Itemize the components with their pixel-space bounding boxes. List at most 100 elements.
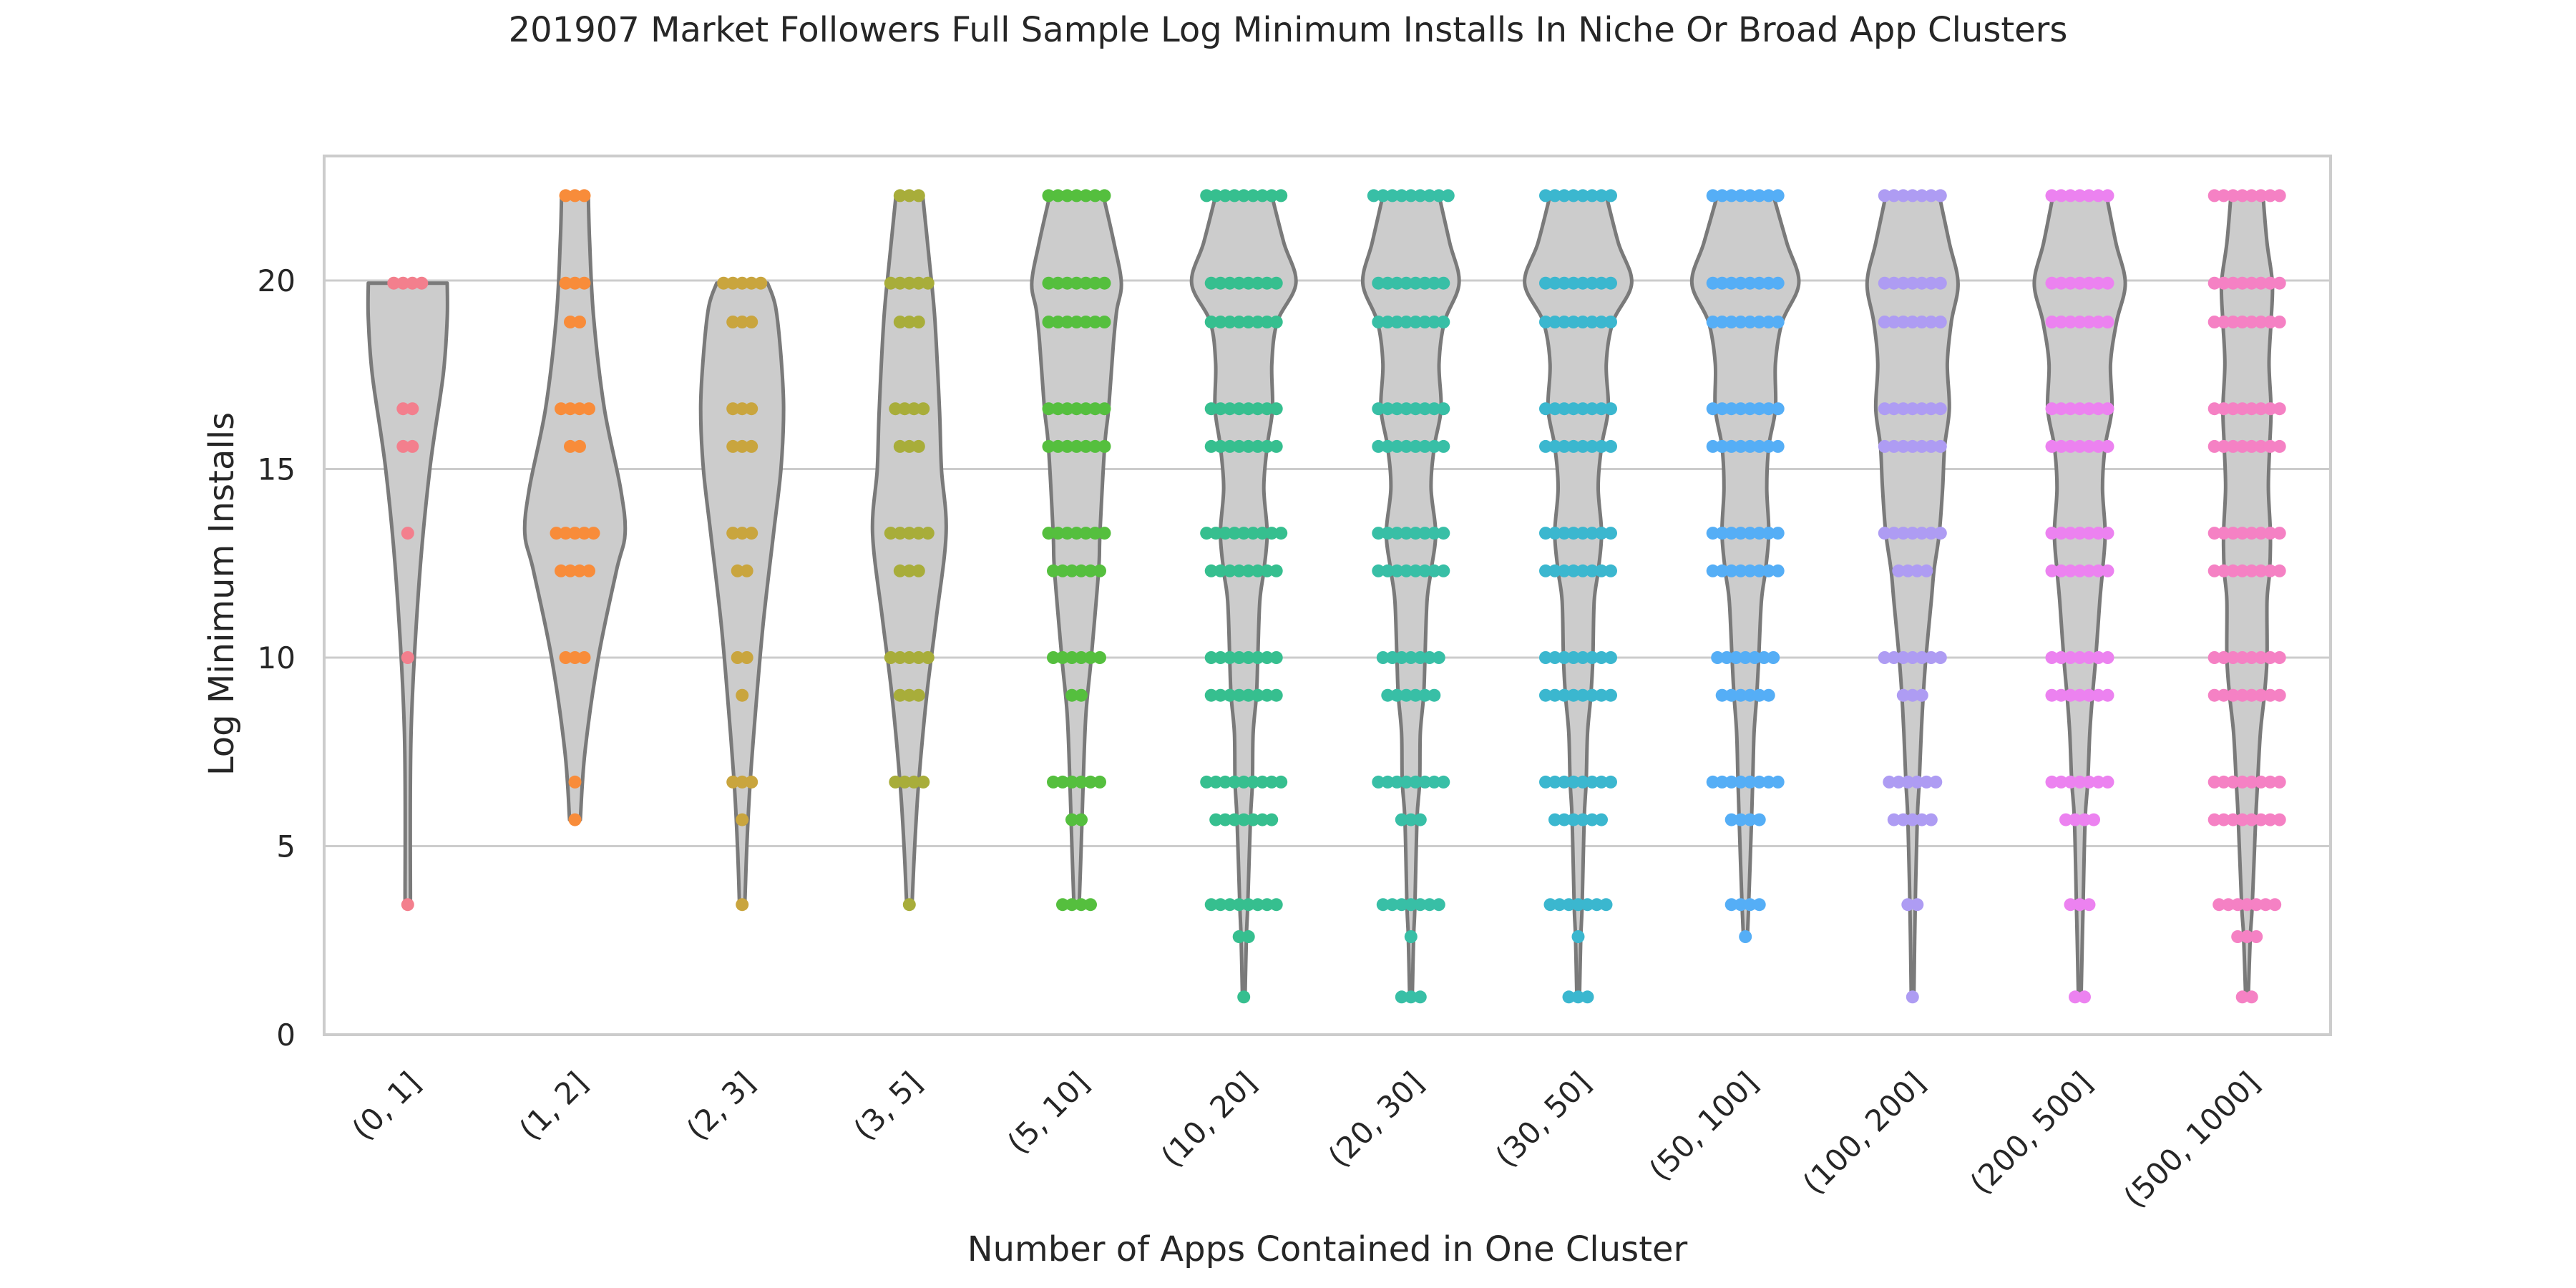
point-2-7-1 bbox=[736, 439, 749, 453]
point-1-3-2 bbox=[573, 564, 586, 577]
point-7-9-5 bbox=[1586, 439, 1599, 453]
point-11-6-4 bbox=[2245, 651, 2258, 664]
point-7-6-4 bbox=[1576, 651, 1589, 664]
point-11-3-7 bbox=[2273, 813, 2286, 826]
point-2-7-2 bbox=[745, 439, 758, 453]
point-11-7-0 bbox=[2207, 564, 2221, 577]
point-6-2-4 bbox=[1413, 898, 1427, 912]
point-5-4-2 bbox=[1219, 775, 1232, 789]
point-3-0-0 bbox=[902, 898, 916, 912]
point-5-8-1 bbox=[1209, 527, 1223, 540]
point-1-6-1 bbox=[564, 402, 577, 416]
point-5-12-3 bbox=[1232, 276, 1246, 290]
point-8-8-7 bbox=[1771, 439, 1785, 453]
point-6-7-7 bbox=[1437, 564, 1450, 577]
point-5-5-1 bbox=[1214, 688, 1227, 702]
point-8-9-1 bbox=[1715, 402, 1729, 416]
point-6-9-4 bbox=[1409, 439, 1423, 453]
point-9-10-3 bbox=[1906, 316, 1919, 328]
point-6-2-2 bbox=[1395, 898, 1408, 912]
point-1-4-3 bbox=[577, 527, 591, 540]
point-10-11-0 bbox=[2045, 276, 2059, 290]
point-10-10-0 bbox=[2045, 316, 2059, 328]
point-9-12-1 bbox=[1887, 189, 1901, 203]
point-2-2-1 bbox=[736, 775, 749, 789]
point-5-5-5 bbox=[1251, 688, 1264, 702]
point-8-5-6 bbox=[1767, 651, 1780, 664]
point-3-3-4 bbox=[921, 651, 935, 664]
point-11-2-6 bbox=[2268, 898, 2282, 912]
point-7-3-0 bbox=[1548, 813, 1561, 826]
point-7-12-3 bbox=[1567, 276, 1580, 290]
point-3-4-0 bbox=[893, 564, 907, 577]
point-7-4-6 bbox=[1595, 775, 1608, 789]
point-4-8-2 bbox=[1060, 402, 1074, 416]
point-11-3-0 bbox=[2207, 813, 2221, 826]
point-1-8-1 bbox=[568, 276, 582, 290]
point-7-13-1 bbox=[1548, 189, 1561, 203]
point-8-9-5 bbox=[1752, 402, 1766, 416]
point-8-10-0 bbox=[1706, 316, 1719, 328]
point-4-2-2 bbox=[1065, 775, 1078, 789]
point-11-10-3 bbox=[2235, 402, 2249, 416]
point-6-13-6 bbox=[1423, 189, 1436, 203]
point-10-2-3 bbox=[2087, 813, 2100, 826]
point-11-11-7 bbox=[2273, 316, 2286, 328]
point-7-13-4 bbox=[1576, 189, 1589, 203]
point-10-4-2 bbox=[2064, 688, 2077, 702]
point-6-12-6 bbox=[1428, 276, 1441, 290]
point-11-5-1 bbox=[2217, 688, 2230, 702]
point-5-5-7 bbox=[1269, 688, 1283, 702]
point-9-9-0 bbox=[1878, 402, 1891, 416]
point-6-12-4 bbox=[1409, 276, 1423, 290]
point-6-9-5 bbox=[1418, 439, 1432, 453]
point-3-1-1 bbox=[898, 775, 912, 789]
point-4-3-1 bbox=[1075, 688, 1088, 702]
point-10-11-6 bbox=[2101, 276, 2114, 290]
point-10-5-2 bbox=[2064, 651, 2077, 664]
point-7-11-6 bbox=[1595, 316, 1608, 328]
point-2-4-0 bbox=[731, 651, 744, 664]
point-8-7-4 bbox=[1743, 527, 1757, 540]
point-4-6-3 bbox=[1070, 527, 1083, 540]
y-axis-label: Log Minimum Installs bbox=[202, 412, 242, 776]
point-9-1-0 bbox=[1901, 898, 1915, 912]
point-2-6-1 bbox=[736, 527, 749, 540]
point-10-11-5 bbox=[2092, 276, 2105, 290]
point-4-5-2 bbox=[1065, 564, 1078, 577]
point-7-12-6 bbox=[1595, 276, 1608, 290]
point-11-2-2 bbox=[2231, 898, 2245, 912]
point-1-3-1 bbox=[564, 564, 577, 577]
point-6-6-4 bbox=[1413, 651, 1427, 664]
point-6-9-3 bbox=[1400, 439, 1413, 453]
point-6-10-6 bbox=[1428, 402, 1441, 416]
point-3-5-1 bbox=[893, 527, 907, 540]
point-6-13-5 bbox=[1413, 189, 1427, 203]
point-11-11-4 bbox=[2245, 316, 2258, 328]
point-7-4-3 bbox=[1567, 775, 1580, 789]
point-11-6-6 bbox=[2263, 651, 2277, 664]
point-3-7-1 bbox=[898, 402, 912, 416]
point-4-2-5 bbox=[1093, 775, 1106, 789]
point-3-5-4 bbox=[921, 527, 935, 540]
point-1-2-1 bbox=[568, 651, 582, 664]
point-8-6-5 bbox=[1752, 564, 1766, 577]
point-4-11-5 bbox=[1088, 189, 1102, 203]
point-7-5-7 bbox=[1604, 688, 1617, 702]
point-6-0-0 bbox=[1395, 990, 1408, 1004]
point-11-4-5 bbox=[2254, 775, 2268, 789]
violin-2 bbox=[698, 281, 786, 907]
point-9-11-2 bbox=[1896, 276, 1910, 290]
point-10-12-4 bbox=[2082, 189, 2096, 203]
point-7-9-3 bbox=[1567, 439, 1580, 453]
point-4-5-1 bbox=[1056, 564, 1069, 577]
point-10-6-3 bbox=[2073, 564, 2087, 577]
point-7-12-0 bbox=[1539, 276, 1552, 290]
point-10-4-0 bbox=[2045, 688, 2059, 702]
point-0-4-1 bbox=[406, 402, 419, 416]
point-7-5-4 bbox=[1576, 688, 1589, 702]
point-8-5-2 bbox=[1729, 651, 1743, 664]
point-9-12-0 bbox=[1878, 189, 1891, 203]
point-7-9-2 bbox=[1558, 439, 1571, 453]
point-1-9-0 bbox=[559, 189, 572, 203]
